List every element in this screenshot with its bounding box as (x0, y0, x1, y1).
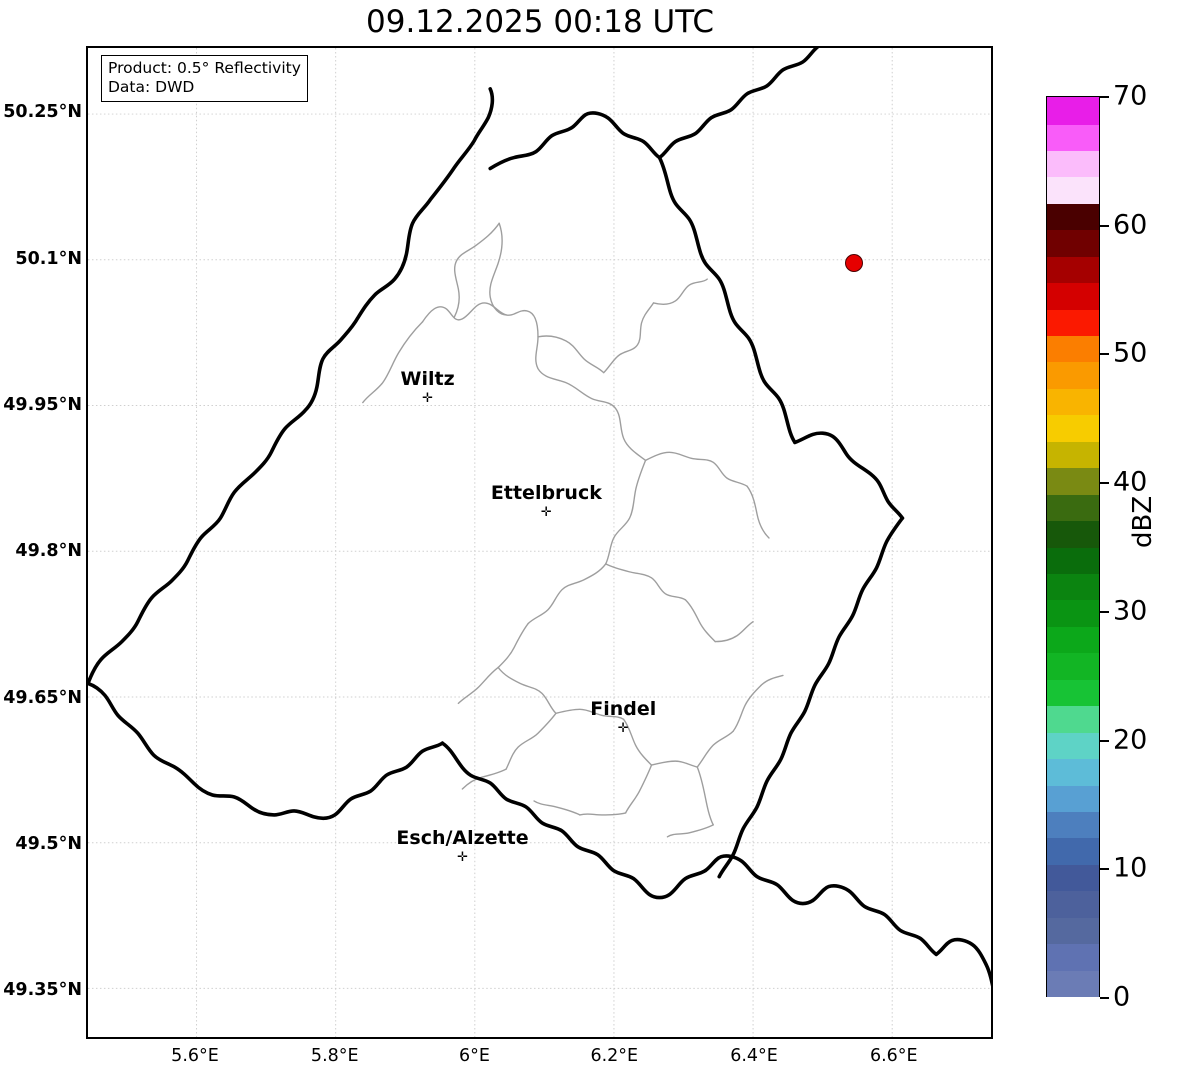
colorbar-tick-value-1: 60 (1113, 209, 1148, 241)
colorbar-band-12 (1047, 652, 1099, 680)
map-graphics (88, 48, 991, 1037)
y-tick-label-2: 49.95°N (3, 394, 82, 415)
colorbar-band-23 (1047, 361, 1099, 389)
colorbar-band-9 (1047, 731, 1099, 760)
y-axis-tick-labels: 50.25°N 50.1°N 49.95°N 49.8°N 49.65°N 49.5°N 4… (0, 0, 82, 1081)
radar-map-panel[interactable]: Product: 0.5° Reflectivity Data: DWD Wil… (86, 46, 993, 1039)
x-tick-label-1: 5.8°E (310, 1046, 359, 1066)
colorbar-band-18 (1047, 493, 1099, 522)
colorbar-band-14 (1047, 599, 1099, 627)
colorbar[interactable] (1046, 96, 1100, 998)
colorbar-band-13 (1047, 625, 1099, 654)
colorbar-band-6 (1047, 810, 1099, 839)
colorbar-band-16 (1047, 546, 1099, 575)
x-tick-label-3: 6.2°E (590, 1046, 639, 1066)
colorbar-band-25 (1047, 308, 1099, 337)
colorbar-band-24 (1047, 334, 1099, 363)
colorbar-band-7 (1047, 784, 1099, 812)
colorbar-band-20 (1047, 440, 1099, 469)
colorbar-tick-mark-7 (1100, 997, 1109, 999)
colorbar-tick-value-5: 20 (1113, 724, 1148, 756)
y-tick-label-1: 50.1°N (15, 248, 82, 269)
y-tick-label-3: 49.8°N (15, 541, 82, 562)
colorbar-band-8 (1047, 758, 1099, 786)
y-tick-label-4: 49.65°N (3, 687, 82, 708)
colorbar-tick-mark-6 (1100, 868, 1109, 871)
colorbar-tick-mark-0 (1100, 96, 1109, 98)
x-axis-tick-labels: 5.6°E 5.8°E 6°E 6.2°E 6.4°E 6.6°E (0, 1046, 1184, 1076)
x-tick-label-5: 6.6°E (869, 1046, 918, 1066)
colorbar-band-15 (1047, 572, 1099, 601)
colorbar-band-4 (1047, 863, 1099, 892)
colorbar-band-21 (1047, 414, 1099, 442)
colorbar-band-33 (1047, 97, 1099, 125)
legend-info-box: Product: 0.5° Reflectivity Data: DWD (101, 55, 308, 102)
colorbar-band-17 (1047, 520, 1099, 548)
colorbar-tick-mark-5 (1100, 739, 1109, 742)
colorbar-tick-mark-3 (1100, 482, 1109, 485)
y-tick-label-0: 50.25°N (3, 102, 82, 123)
radar-echo-dot-0 (844, 253, 863, 272)
colorbar-band-19 (1047, 467, 1099, 495)
colorbar-tick-mark-1 (1100, 224, 1109, 227)
colorbar-band-3 (1047, 890, 1099, 918)
colorbar-tick-value-2: 50 (1113, 337, 1148, 369)
x-tick-label-0: 5.6°E (171, 1046, 219, 1066)
colorbar-band-29 (1047, 202, 1099, 231)
page-title: 09.12.2025 00:18 UTC (366, 4, 714, 40)
colorbar-band-1 (1047, 943, 1099, 971)
colorbar-band-10 (1047, 705, 1099, 733)
x-tick-label-2: 6°E (459, 1046, 490, 1066)
colorbar-band-11 (1047, 678, 1099, 707)
colorbar-tick-mark-4 (1100, 610, 1109, 613)
colorbar-tick-value-3: 40 (1113, 466, 1148, 498)
colorbar-band-0 (1047, 969, 1099, 998)
colorbar-band-22 (1047, 387, 1099, 416)
x-tick-label-4: 6.4°E (730, 1046, 778, 1066)
colorbar-band-28 (1047, 229, 1099, 257)
colorbar-band-5 (1047, 837, 1099, 865)
colorbar-tick-value-6: 10 (1113, 852, 1148, 884)
info-product-line: Product: 0.5° Reflectivity (108, 59, 301, 77)
colorbar-axis-label: dBZ (1128, 495, 1158, 548)
colorbar-band-30 (1047, 176, 1099, 204)
colorbar-tick-value-4: 30 (1113, 595, 1148, 627)
colorbar-band-27 (1047, 255, 1099, 284)
colorbar-tick-mark-2 (1100, 353, 1109, 356)
colorbar-band-2 (1047, 916, 1099, 945)
y-tick-label-5: 49.5°N (15, 833, 82, 854)
info-data-line: Data: DWD (108, 77, 195, 96)
colorbar-band-31 (1047, 149, 1099, 178)
colorbar-band-32 (1047, 123, 1099, 151)
colorbar-tick-value-0: 70 (1113, 80, 1148, 112)
colorbar-tick-value-7: 0 (1113, 981, 1131, 1013)
colorbar-tick-labels: 70 60 50 40 30 20 10 0 (1100, 0, 1184, 1081)
y-tick-label-6: 49.35°N (3, 980, 82, 1001)
colorbar-band-26 (1047, 282, 1099, 310)
